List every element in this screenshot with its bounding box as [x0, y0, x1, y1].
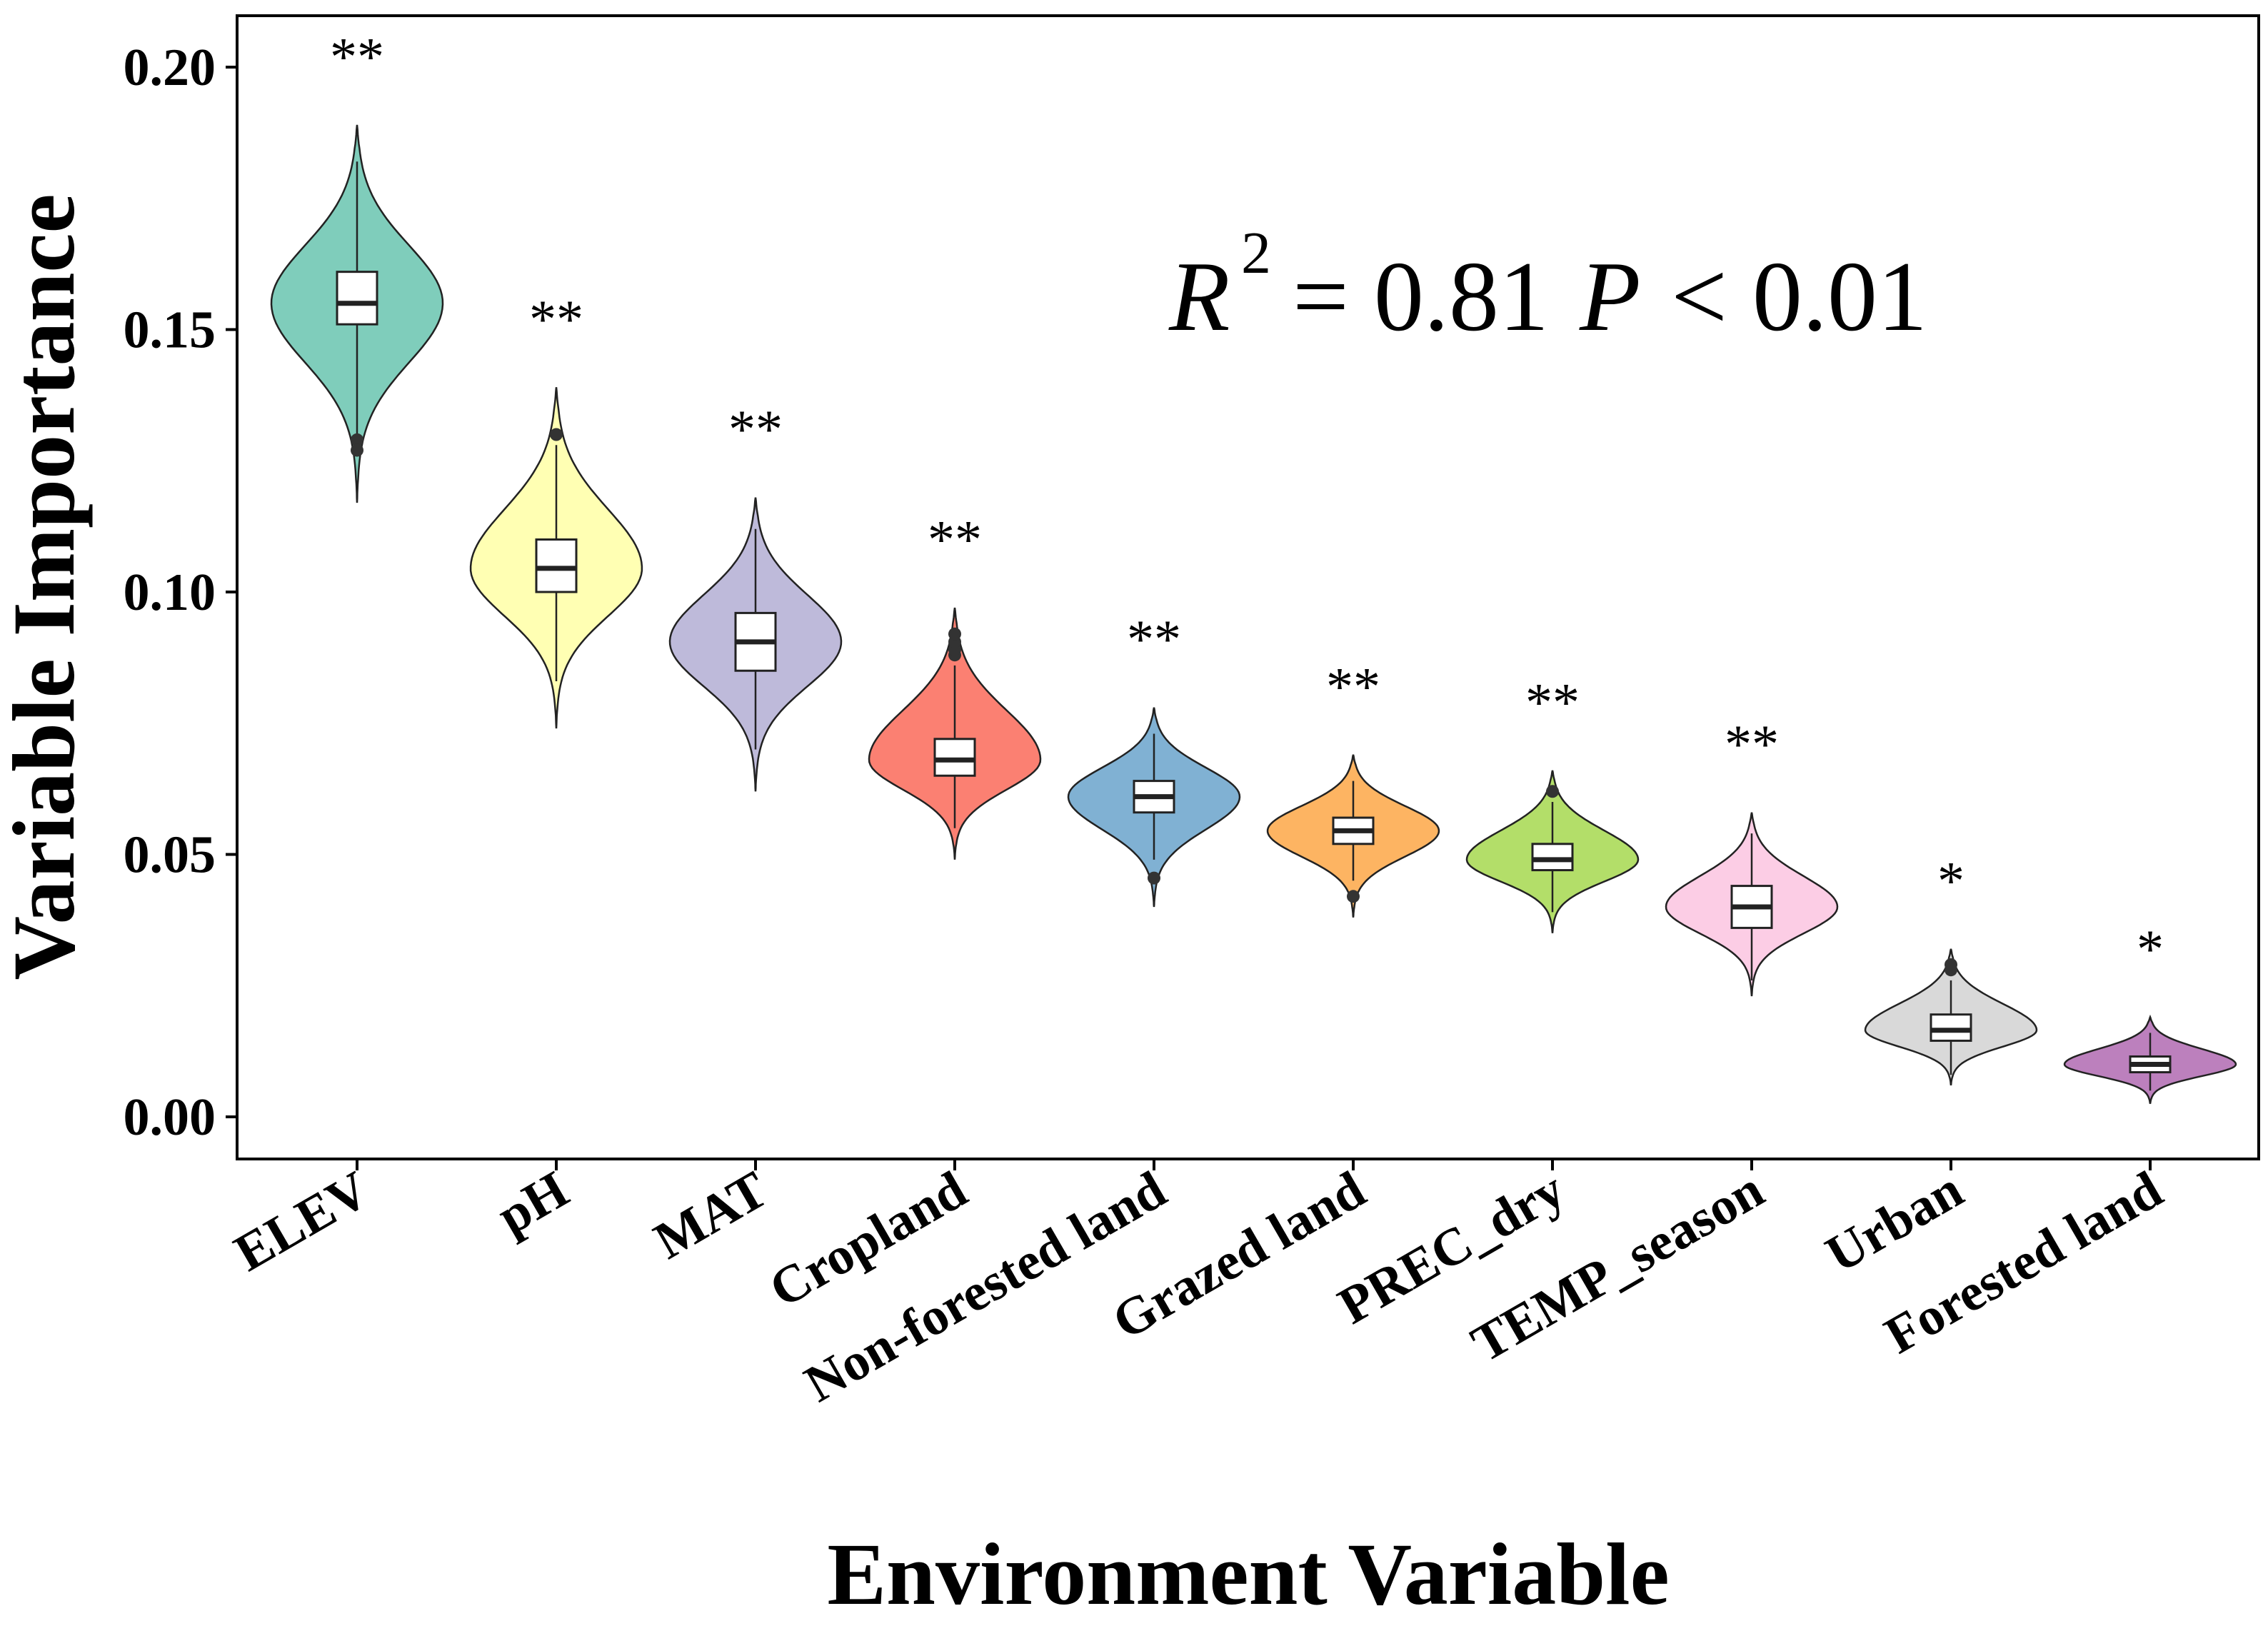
plot-panel-border	[236, 14, 2260, 1160]
r-squared-value: = 0.81	[1293, 241, 1549, 352]
outlier-point	[1347, 890, 1360, 903]
violin-group: **	[1266, 657, 1440, 918]
box-iqr	[933, 738, 976, 777]
significance-label: **	[1525, 673, 1580, 733]
significance-label: **	[1725, 715, 1779, 775]
violin-group: **	[868, 510, 1042, 860]
outlier-point	[1546, 785, 1559, 798]
x-axis-title: Environment Variable	[827, 1525, 1669, 1623]
y-tick-label: 0.20	[124, 39, 216, 97]
box-iqr	[535, 538, 578, 593]
box-iqr	[336, 271, 378, 326]
outlier-point	[948, 627, 961, 641]
significance-label: **	[728, 400, 783, 460]
r-squared-label: R	[1168, 241, 1230, 352]
outlier-point	[550, 428, 563, 441]
violin-group: *	[2063, 919, 2237, 1104]
y-axis-title: Variable Importance	[0, 194, 93, 980]
box-iqr	[1930, 1013, 1972, 1042]
significance-label: *	[1937, 851, 1965, 911]
violin-group: **	[1665, 715, 1839, 997]
p-value-label: P	[1579, 241, 1641, 352]
y-tick-label: 0.00	[124, 1088, 216, 1147]
stats-annotation: R 2 = 0.81 P < 0.01	[1168, 220, 1927, 352]
y-axis: 0.00 0.05 0.10 0.15 0.20	[124, 39, 237, 1147]
significance-label: **	[928, 510, 982, 570]
violin-group: **	[1465, 673, 1640, 933]
box-iqr	[1531, 843, 1574, 872]
r-squared-exponent: 2	[1241, 220, 1271, 286]
p-value-value: < 0.01	[1671, 241, 1927, 352]
outlier-point	[351, 433, 363, 446]
violin-group: **	[1067, 610, 1241, 908]
violin-group: **	[668, 400, 843, 792]
y-tick-label: 0.15	[124, 301, 216, 360]
violin-series: ************ ******	[270, 27, 2237, 1104]
y-tick-label: 0.05	[124, 826, 216, 885]
outlier-point	[351, 443, 363, 457]
outlier-point	[1148, 871, 1160, 885]
significance-label: **	[529, 289, 583, 349]
significance-label: *	[2137, 919, 2164, 979]
violin-group: **	[270, 27, 444, 503]
plot-area	[236, 14, 2260, 1160]
significance-label: **	[1326, 657, 1380, 717]
y-tick-label: 0.10	[124, 563, 216, 622]
outlier-point	[1945, 958, 1957, 971]
violin-group: *	[1864, 851, 2038, 1086]
significance-label: **	[330, 27, 384, 87]
significance-label: **	[1127, 610, 1181, 670]
violin-group: **	[469, 289, 643, 729]
